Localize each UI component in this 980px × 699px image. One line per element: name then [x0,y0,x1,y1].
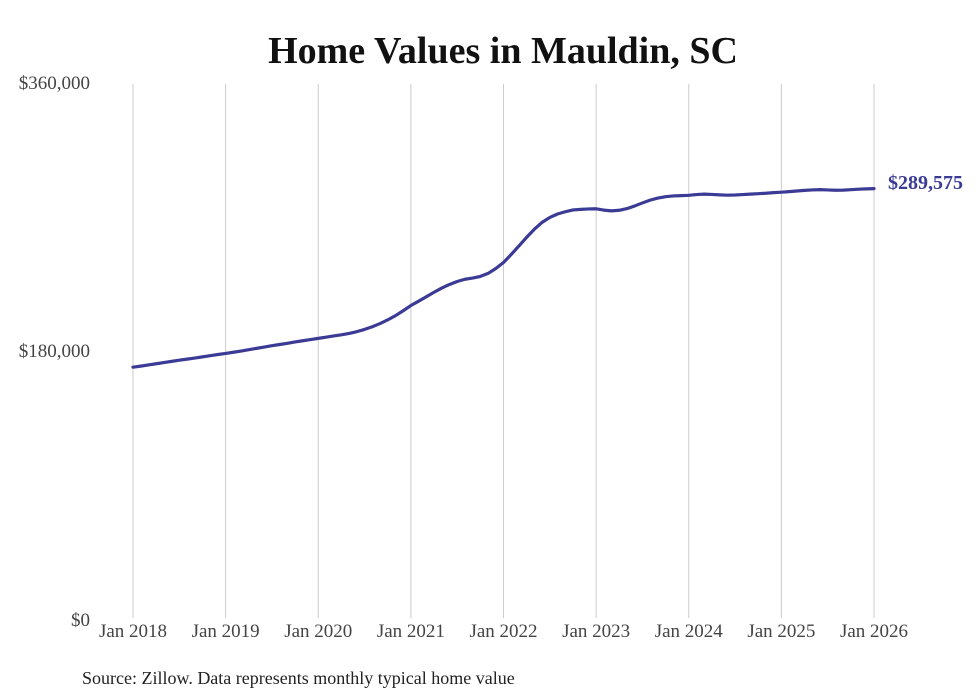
x-tick-label: Jan 2021 [376,621,445,642]
latest-value-label: $289,575 [888,172,963,194]
x-tick-label: Jan 2020 [284,621,353,642]
x-tick-label: Jan 2026 [839,621,909,642]
y-tick-label: $0 [71,610,90,631]
x-tick-label: Jan 2018 [98,621,168,642]
chart-title: Home Values in Mauldin, SC [268,30,738,72]
source-note: Source: Zillow. Data represents monthly … [82,668,515,688]
y-tick-label: $180,000 [18,341,90,363]
home-value-line [131,187,876,369]
x-tick-label: Jan 2023 [562,621,631,642]
x-tick-label: Jan 2025 [747,621,816,642]
x-tick-label: Jan 2024 [654,621,723,642]
x-tick-label: Jan 2019 [191,621,260,642]
x-tick-label: Jan 2022 [469,621,538,642]
y-tick-label: $360,000 [18,72,90,94]
